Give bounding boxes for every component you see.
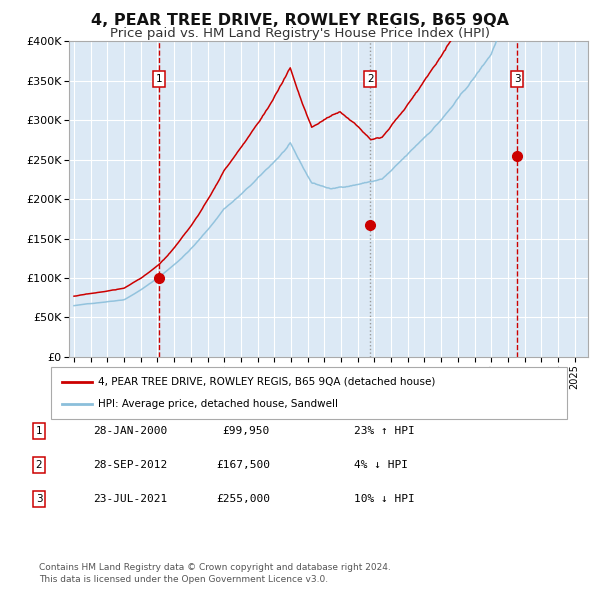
Text: Contains HM Land Registry data © Crown copyright and database right 2024.
This d: Contains HM Land Registry data © Crown c…	[39, 563, 391, 584]
Text: 3: 3	[514, 74, 521, 84]
Text: 23-JUL-2021: 23-JUL-2021	[93, 494, 167, 504]
Text: 10% ↓ HPI: 10% ↓ HPI	[354, 494, 415, 504]
Text: 1: 1	[155, 74, 162, 84]
Text: 4, PEAR TREE DRIVE, ROWLEY REGIS, B65 9QA (detached house): 4, PEAR TREE DRIVE, ROWLEY REGIS, B65 9Q…	[98, 377, 435, 386]
Text: £255,000: £255,000	[216, 494, 270, 504]
Text: £167,500: £167,500	[216, 460, 270, 470]
Text: 2: 2	[35, 460, 43, 470]
Text: 23% ↑ HPI: 23% ↑ HPI	[354, 426, 415, 435]
Text: 4% ↓ HPI: 4% ↓ HPI	[354, 460, 408, 470]
Text: 28-SEP-2012: 28-SEP-2012	[93, 460, 167, 470]
Text: 4, PEAR TREE DRIVE, ROWLEY REGIS, B65 9QA: 4, PEAR TREE DRIVE, ROWLEY REGIS, B65 9Q…	[91, 13, 509, 28]
Text: 2: 2	[367, 74, 374, 84]
Text: HPI: Average price, detached house, Sandwell: HPI: Average price, detached house, Sand…	[98, 399, 338, 409]
Text: Price paid vs. HM Land Registry's House Price Index (HPI): Price paid vs. HM Land Registry's House …	[110, 27, 490, 40]
Text: 28-JAN-2000: 28-JAN-2000	[93, 426, 167, 435]
Text: 1: 1	[35, 426, 43, 435]
Text: £99,950: £99,950	[223, 426, 270, 435]
Text: 3: 3	[35, 494, 43, 504]
